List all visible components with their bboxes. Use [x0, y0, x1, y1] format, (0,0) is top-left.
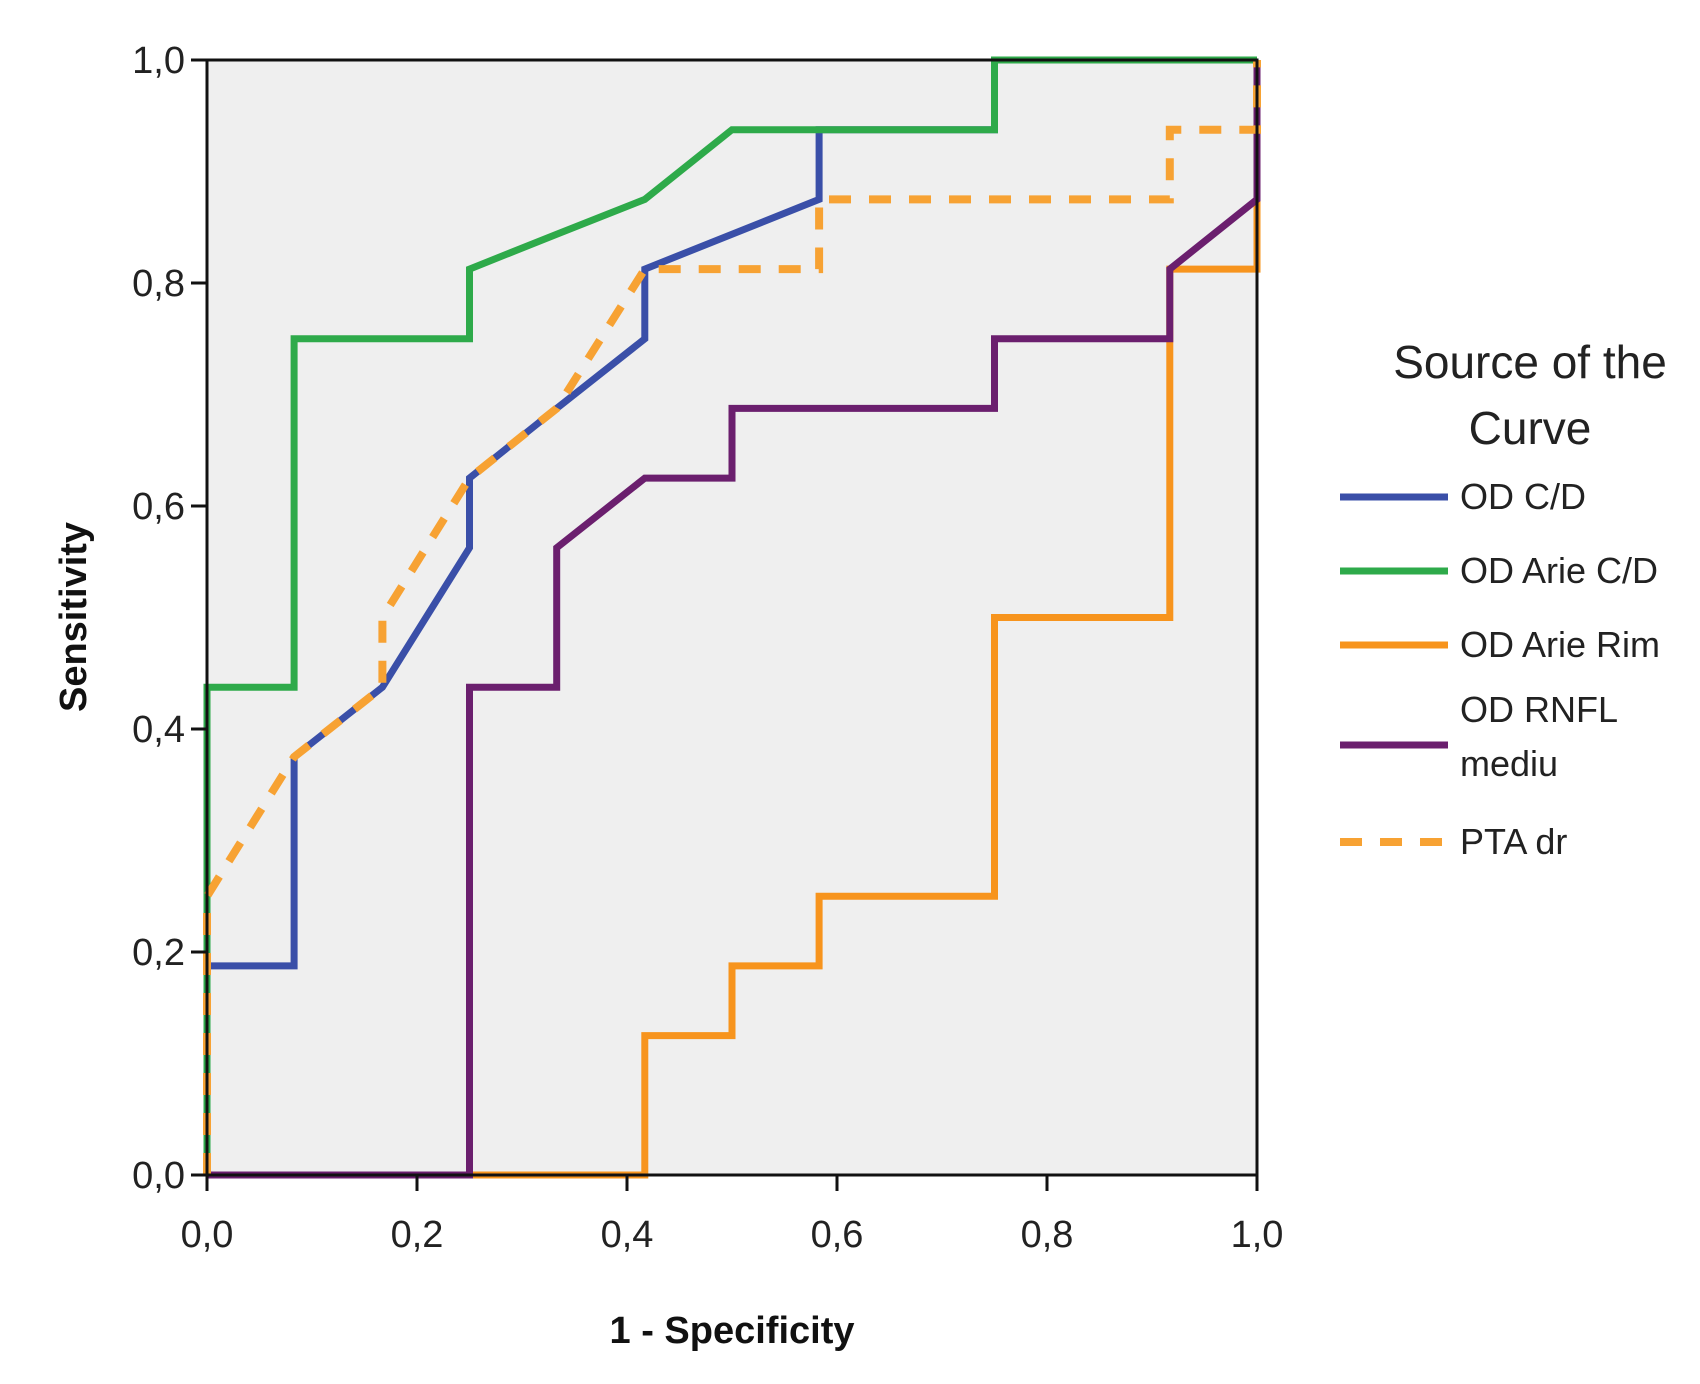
plot-frame [205, 58, 1259, 1177]
y-tick-label: 0,2 [132, 932, 185, 974]
y-tick-label: 0,8 [132, 263, 185, 305]
series-line-od-rnfl-mediu [207, 60, 1261, 1179]
legend-title: Source of the [1393, 336, 1667, 388]
series-layer [203, 56, 1261, 1179]
series-line-od-arie-c-d [203, 56, 1257, 1175]
x-tick-label: 0,6 [811, 1214, 864, 1256]
legend-label: PTA dr [1460, 821, 1567, 862]
x-tick-label: 0,8 [1021, 1214, 1074, 1256]
ticks-layer: 0,0 0,2 0,4 0,6 0,8 1,0 0,0 0,2 0,4 0,6 0,8 1,0 [132, 40, 1283, 1256]
legend-label: OD Arie C/D [1460, 550, 1658, 591]
y-tick-label: 0,0 [132, 1155, 185, 1197]
legend-label: mediu [1460, 743, 1558, 784]
x-tick-label: 0,2 [391, 1214, 444, 1256]
y-tick-label: 0,4 [132, 709, 185, 751]
x-axis-title: 1 - Specificity [610, 1310, 855, 1352]
legend-label: OD Arie Rim [1460, 624, 1660, 665]
legend: Source of the Curve OD C/D OD Arie C/D OD Ar… [1340, 336, 1667, 862]
y-tick-label: 1,0 [132, 40, 185, 82]
series-line-pta-dr [203, 60, 1261, 1175]
legend-label: OD RNFL [1460, 689, 1618, 730]
y-tick-label: 0,6 [132, 486, 185, 528]
legend-title: Curve [1469, 402, 1592, 454]
legend-label: OD C/D [1460, 476, 1586, 517]
x-tick-label: 1,0 [1231, 1214, 1284, 1256]
y-axis-title: Sensitivity [53, 522, 95, 712]
x-tick-label: 0,0 [181, 1214, 234, 1256]
x-tick-label: 0,4 [601, 1214, 654, 1256]
